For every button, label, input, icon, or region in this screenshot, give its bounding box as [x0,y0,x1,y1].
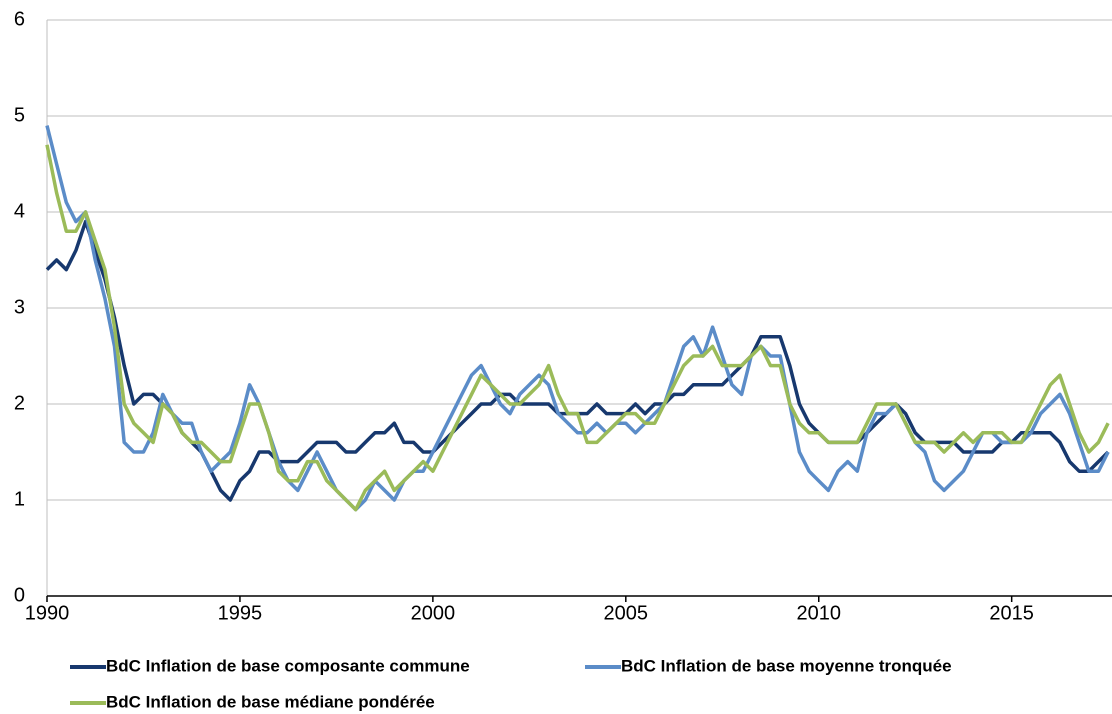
x-tick-label: 2010 [796,602,841,624]
legend-label: BdC Inflation de base médiane pondérée [106,692,435,711]
y-tick-label: 6 [14,8,25,30]
x-tick-label: 1995 [218,602,263,624]
series-line [45,125,1110,512]
x-tick-label: 2000 [411,602,456,624]
legend-label: BdC Inflation de base composante commune [106,656,470,675]
y-tick-label: 3 [14,296,25,318]
series-line [45,144,1110,512]
x-tick-label: 1990 [25,602,70,624]
y-tick-label: 2 [14,392,25,414]
y-tick-label: 1 [14,488,25,510]
x-tick-label: 2015 [989,602,1034,624]
legend-label: BdC Inflation de base moyenne tronquée [621,656,952,675]
y-tick-label: 5 [14,104,25,126]
y-tick-label: 0 [14,584,25,606]
x-tick-label: 2005 [604,602,649,624]
y-tick-label: 4 [14,200,25,222]
